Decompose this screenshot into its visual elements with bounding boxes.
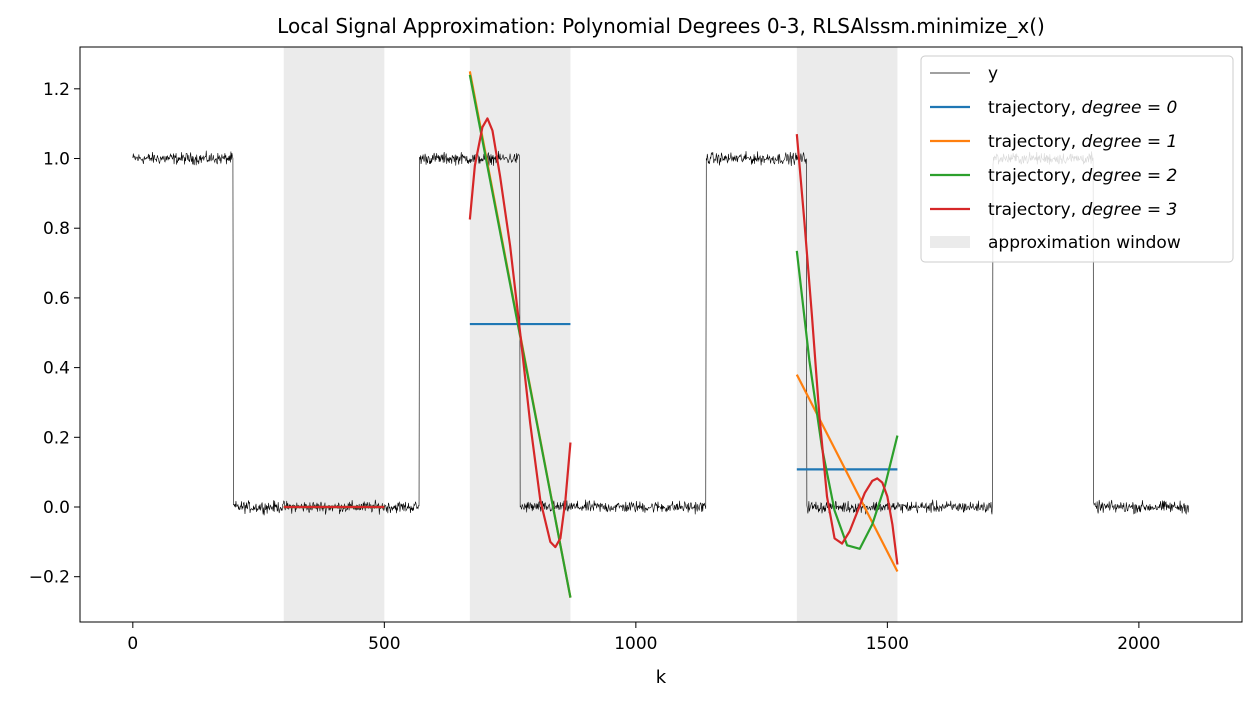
x-tick-label: 2000	[1117, 634, 1160, 654]
chart-title: Local Signal Approximation: Polynomial D…	[277, 14, 1045, 38]
legend-label-window: approximation window	[988, 233, 1181, 253]
y-tick-label: 0.8	[43, 219, 70, 239]
y-tick-label: 1.0	[43, 150, 70, 170]
trajectory-degree-2-window-2	[795, 250, 899, 550]
y-tick-label: 1.2	[43, 80, 70, 100]
legend-label-degree-0: trajectory, degree = 0	[988, 98, 1177, 118]
x-tick-label: 1000	[614, 634, 657, 654]
legend-label-degree-1: trajectory, degree = 1	[988, 132, 1177, 152]
legend-label-degree-3: trajectory, degree = 3	[988, 200, 1177, 220]
approximation-window-0	[283, 47, 385, 622]
trajectory-degree-3-window-2	[795, 134, 899, 565]
legend-label-degree-2: trajectory, degree = 2	[988, 166, 1177, 186]
legend-box	[920, 55, 1234, 263]
plot-frame	[79, 46, 1243, 623]
x-tick-label: 500	[368, 634, 400, 654]
legend-handle-window	[930, 236, 970, 248]
x-axis-label: k	[656, 667, 667, 688]
y-tick-label: 0.0	[43, 498, 70, 518]
trajectory-degree-3-window-1	[468, 117, 572, 549]
y-tick-label: 0.2	[43, 428, 70, 448]
x-tick-label: 0	[127, 634, 138, 654]
y-tick-label: 0.4	[43, 359, 70, 379]
trajectory-series	[283, 71, 899, 598]
legend: y trajectory, degree = 0 trajectory, degre…	[920, 55, 1234, 263]
axis-ticks: 0 500 1000 1500 2000 −0.2 0.0 0.2 0.4 0.6 0.8 1.0 1.…	[29, 80, 1161, 654]
y-tick-label: 0.6	[43, 289, 70, 309]
y-tick-label: −0.2	[29, 568, 70, 588]
trajectory-degree-1-window-2	[795, 374, 899, 572]
x-tick-label: 1500	[866, 634, 909, 654]
legend-label-y: y	[988, 64, 998, 84]
